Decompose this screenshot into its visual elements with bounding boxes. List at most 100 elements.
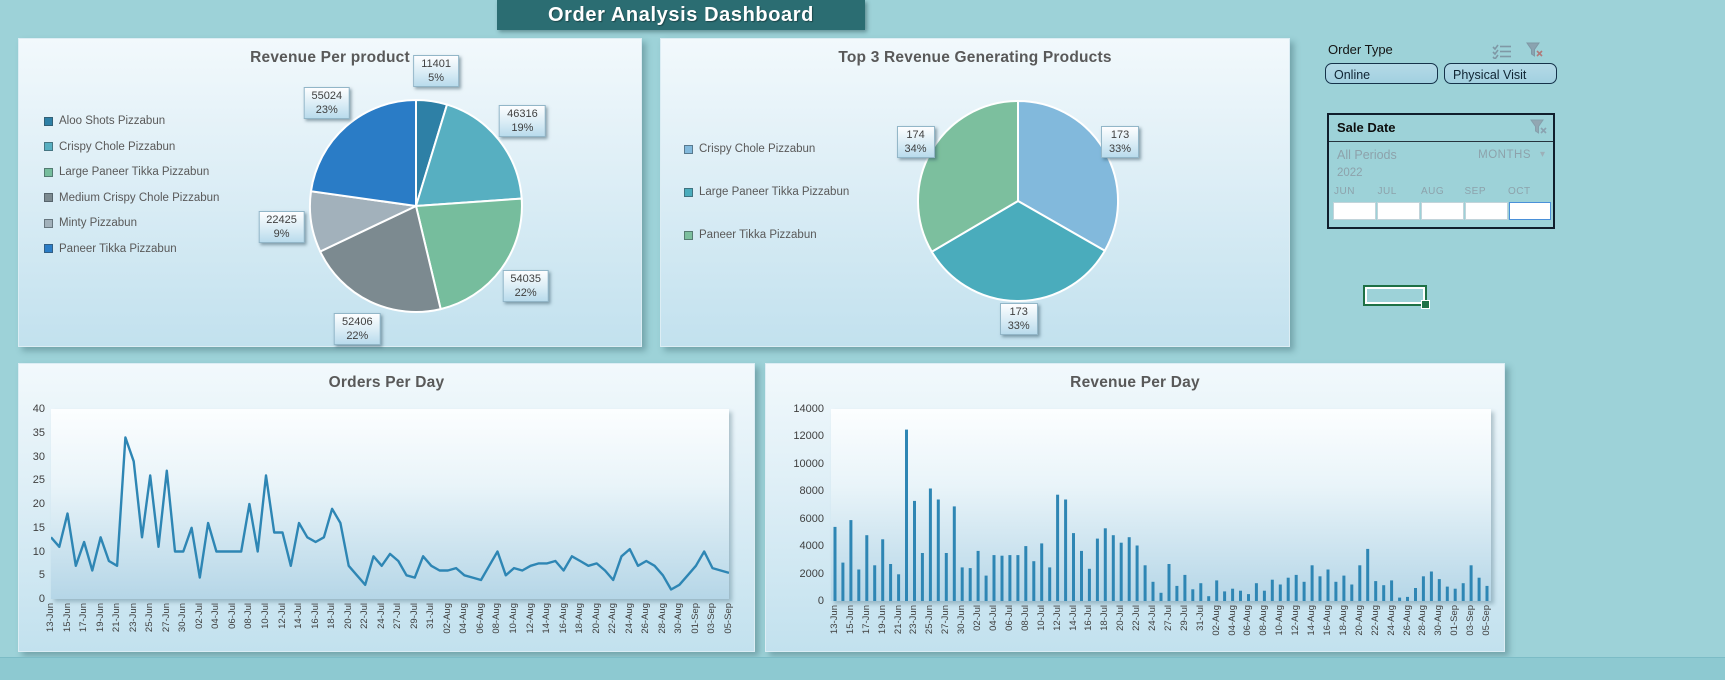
x-axis-label: 22-Aug — [607, 603, 619, 634]
bar — [1064, 499, 1068, 601]
clear-filter-icon[interactable] — [1526, 42, 1544, 59]
legend-marker — [684, 144, 693, 154]
multi-select-icon[interactable] — [1492, 44, 1512, 59]
x-axis-label: 22-Aug — [1369, 605, 1381, 636]
bar — [1127, 537, 1131, 601]
bar — [1231, 588, 1235, 601]
legend-label: Crispy Chole Pizzabun — [699, 143, 816, 155]
x-axis-label: 04-Jul — [988, 605, 999, 631]
bar — [976, 550, 980, 601]
data-label-percent: 19% — [511, 122, 534, 135]
x-axis-label: 30-Aug — [1433, 605, 1445, 636]
timeline-cell-jun[interactable] — [1333, 202, 1376, 220]
bar — [873, 565, 877, 601]
data-label-value: 54035 — [510, 273, 541, 286]
bar — [1270, 579, 1274, 601]
timeline-cell-aug[interactable] — [1421, 202, 1464, 220]
data-label-value: 173 — [1009, 305, 1028, 318]
pie-slice — [414, 197, 523, 311]
bar — [1135, 545, 1139, 601]
bar — [1318, 576, 1322, 601]
x-axis-label: 17-Jun — [78, 603, 90, 633]
timeline-granularity[interactable]: MONTHS — [1478, 149, 1531, 161]
bar — [833, 526, 837, 601]
x-axis-label: 28-Aug — [1417, 605, 1429, 636]
slicer-button-physical-visit[interactable]: Physical Visit — [1444, 63, 1557, 84]
bar — [1294, 574, 1298, 601]
bar — [1040, 543, 1044, 601]
legend-label: Minty Pizzabun — [59, 217, 137, 229]
bar — [1406, 596, 1409, 601]
y-axis-tick: 10 — [32, 545, 45, 558]
x-axis-label: 18-Jul — [1099, 605, 1111, 631]
bar — [992, 555, 996, 601]
bar — [944, 553, 948, 601]
timeline-cell-jul[interactable] — [1377, 202, 1420, 220]
x-axis-label: 24-Jul — [375, 603, 387, 629]
x-axis-label: 20-Aug — [1353, 605, 1365, 636]
x-axis-label: 10-Jul — [1035, 605, 1047, 631]
chevron-down-icon[interactable]: ▾ — [1539, 149, 1545, 160]
bar — [1350, 584, 1354, 601]
chart-top-3-revenue-products[interactable]: Top 3 Revenue Generating Products Crispy… — [660, 38, 1290, 347]
legend-marker — [44, 193, 53, 202]
selected-cell[interactable] — [1363, 285, 1430, 309]
timeline-cell-oct[interactable] — [1509, 202, 1551, 220]
data-label-callout: 11401 5% — [413, 55, 459, 88]
bar — [1119, 542, 1123, 601]
y-axis-tick: 8000 — [799, 485, 824, 498]
x-axis-label: 06-Jul — [226, 603, 238, 629]
bar — [1254, 583, 1258, 601]
legend-label: Aloo Shots Pizzabun — [59, 115, 166, 127]
legend-item: Paneer Tikka Pizzabun — [684, 229, 849, 241]
data-label-callout: 46316 19% — [499, 105, 546, 138]
sale-date-timeline[interactable]: Sale Date All Periods MONTHS ▾ 2022 JUN J… — [1327, 113, 1555, 229]
bar — [1302, 581, 1306, 601]
legend-label: Paneer Tikka Pizzabun — [699, 229, 817, 241]
bar — [1008, 555, 1012, 601]
bar — [1016, 555, 1020, 601]
data-label-percent: 34% — [904, 143, 927, 156]
x-axis-label: 02-Aug — [1210, 605, 1222, 636]
fill-handle[interactable] — [1421, 300, 1430, 309]
dashboard-title: Order Analysis Dashboard — [497, 0, 865, 30]
chart-title: Revenue Per product — [250, 49, 410, 66]
x-axis-label: 18-Jul — [326, 603, 338, 629]
x-axis-label: 19-Jun — [94, 603, 106, 633]
pie-slice — [318, 204, 442, 314]
data-label-percent: 9% — [273, 227, 290, 240]
clear-filter-icon[interactable] — [1530, 119, 1548, 136]
x-axis-label: 10-Aug — [1274, 605, 1286, 636]
timeline-cell-sep[interactable] — [1465, 202, 1508, 220]
x-axis-label: 14-Jul — [1067, 605, 1079, 631]
chart-orders-per-day[interactable]: Orders Per Day 40 35 30 25 20 15 10 5 0 13-Jun 15-… — [18, 363, 755, 652]
slicer-button-online[interactable]: Online — [1325, 63, 1438, 84]
chart-revenue-per-day[interactable]: Revenue Per Day 14000 12000 10000 8000 6000 4… — [765, 363, 1505, 652]
x-axis-label: 14-Jul — [293, 603, 305, 629]
x-axis-label: 01-Sep — [1449, 605, 1461, 636]
bar — [1421, 576, 1425, 601]
bar — [952, 506, 956, 601]
y-axis-tick: 40 — [32, 403, 45, 415]
x-axis-label: 29-Jul — [408, 603, 420, 629]
data-label-callout: 173 33% — [1101, 125, 1140, 158]
data-label-percent: 5% — [428, 72, 445, 85]
bar — [1469, 565, 1473, 601]
x-axis-label: 12-Jul — [1051, 605, 1063, 631]
x-axis-label: 06-Aug — [1242, 605, 1254, 636]
bar — [936, 499, 940, 601]
x-axis-label: 18-Aug — [574, 603, 586, 634]
data-label-value: 22425 — [266, 213, 297, 226]
timeline-month-labels: JUN JUL AUG SEP OCT — [1334, 186, 1552, 197]
legend-item: Large Paneer Tikka Pizzabun — [44, 166, 219, 178]
bar — [1175, 585, 1179, 601]
x-axis-label: 30-Aug — [673, 603, 685, 634]
legend-item: Aloo Shots Pizzabun — [44, 115, 219, 127]
bottom-strip — [0, 657, 1725, 680]
legend-label: Crispy Chole Pizzabun — [59, 140, 176, 153]
x-axis-label: 02-Jul — [193, 603, 205, 629]
x-axis-label: 28-Aug — [656, 603, 668, 634]
legend-label: Paneer Tikka Pizzabun — [59, 242, 177, 255]
chart-revenue-per-product[interactable]: Revenue Per product Aloo Shots Pizzabun C… — [18, 38, 642, 347]
